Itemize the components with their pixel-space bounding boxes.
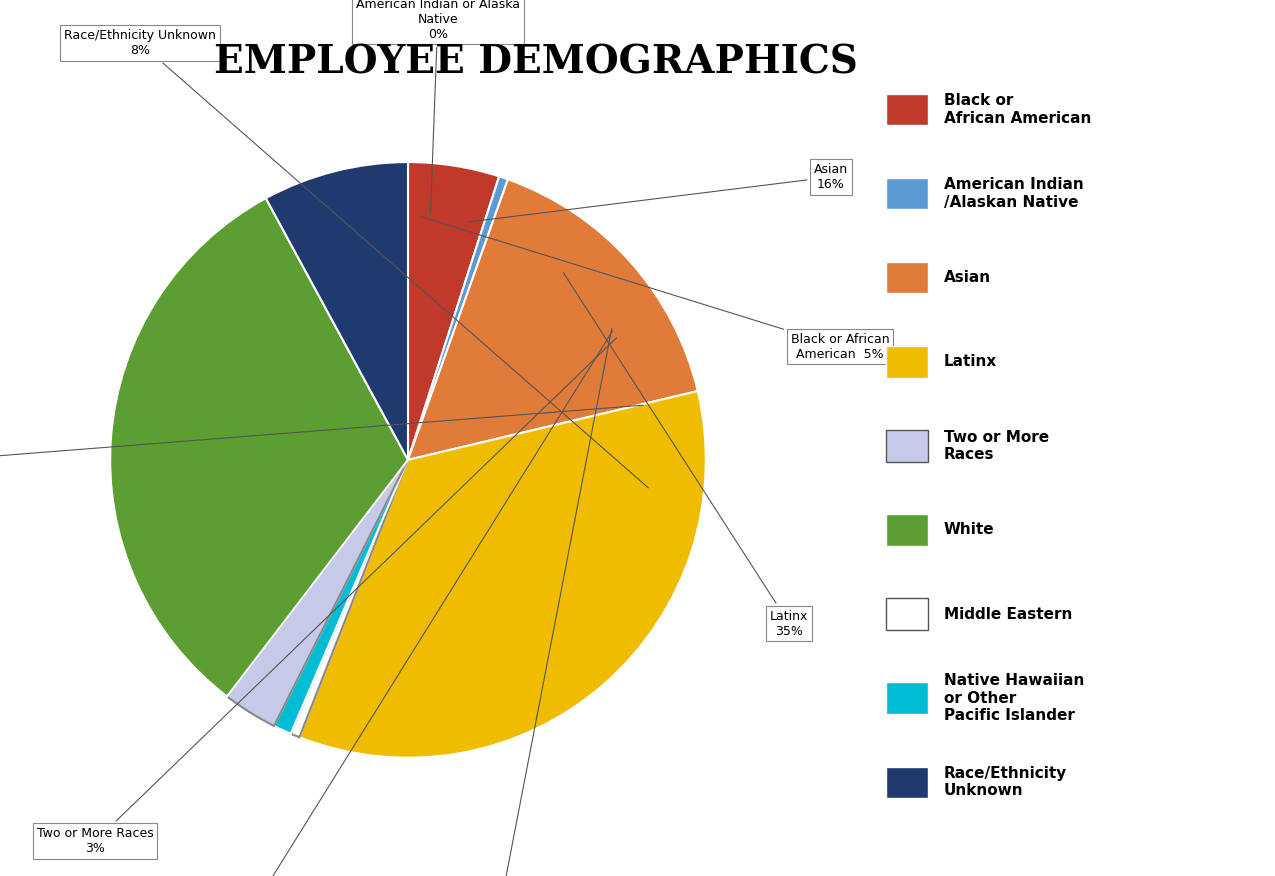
Text: Middle Eastern: Middle Eastern <box>944 606 1072 622</box>
Text: American Indian
/Alaskan Native: American Indian /Alaskan Native <box>944 178 1084 209</box>
Wedge shape <box>300 391 706 758</box>
Wedge shape <box>408 176 507 460</box>
Text: Asian: Asian <box>944 270 991 286</box>
Text: Two or More
Races: Two or More Races <box>944 430 1048 462</box>
Wedge shape <box>265 162 408 460</box>
Wedge shape <box>110 198 408 696</box>
Text: White
32%: White 32% <box>0 406 643 474</box>
Wedge shape <box>408 180 697 460</box>
Text: White: White <box>944 522 994 538</box>
Wedge shape <box>291 460 408 738</box>
Wedge shape <box>274 460 408 734</box>
Text: Black or African
American  5%: Black or African American 5% <box>421 216 889 361</box>
Wedge shape <box>408 162 499 460</box>
Text: American Indian or Alaska
Native
0%: American Indian or Alaska Native 0% <box>356 0 520 214</box>
Text: Latinx: Latinx <box>944 354 997 370</box>
Text: Middle Eastern
0%: Middle Eastern 0% <box>451 328 612 876</box>
Wedge shape <box>227 460 408 726</box>
Text: Black or
African American: Black or African American <box>944 94 1091 125</box>
Text: Latinx
35%: Latinx 35% <box>564 272 808 638</box>
Text: Two or More Races
3%: Two or More Races 3% <box>37 338 616 855</box>
Text: Native Hawaiian or Other
Pacific Islander
1%: Native Hawaiian or Other Pacific Islande… <box>156 331 612 876</box>
Text: Race/Ethnicity Unknown
8%: Race/Ethnicity Unknown 8% <box>64 29 648 488</box>
Text: EMPLOYEE DEMOGRAPHICS: EMPLOYEE DEMOGRAPHICS <box>213 44 857 81</box>
Text: Native Hawaiian
or Other
Pacific Islander: Native Hawaiian or Other Pacific Islande… <box>944 674 1084 723</box>
Text: Asian
16%: Asian 16% <box>468 163 848 223</box>
Text: Race/Ethnicity
Unknown: Race/Ethnicity Unknown <box>944 766 1067 798</box>
